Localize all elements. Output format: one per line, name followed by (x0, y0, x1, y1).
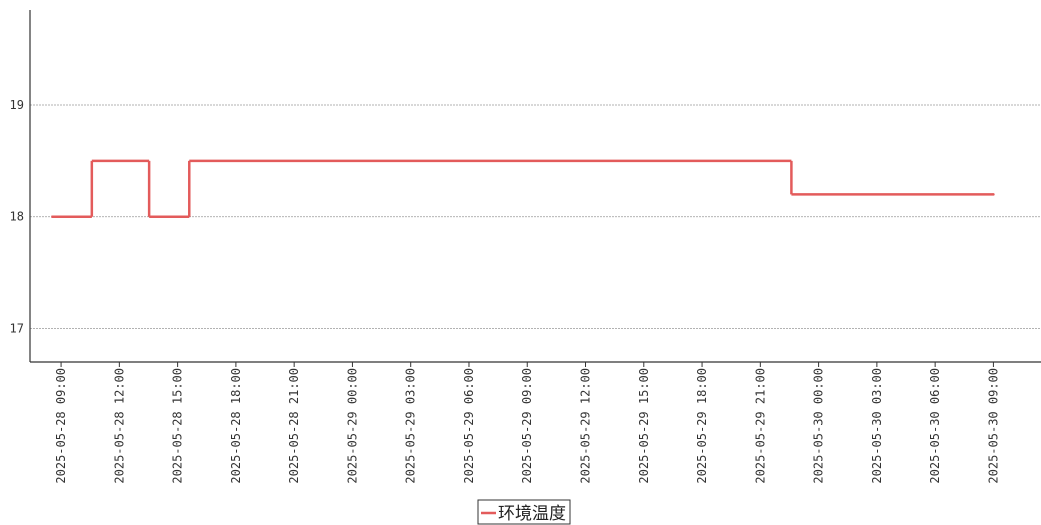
legend-label: 环境温度 (498, 504, 566, 524)
x-tick-label: 2025-05-29 18:00 (695, 368, 709, 484)
x-tick-label: 2025-05-30 00:00 (812, 368, 826, 484)
x-tick-label: 2025-05-29 21:00 (753, 368, 767, 484)
x-tick-label: 2025-05-29 06:00 (462, 368, 476, 484)
x-tick-label: 2025-05-30 06:00 (928, 368, 942, 484)
y-tick-label: 17 (10, 321, 24, 335)
x-tick-label: 2025-05-28 09:00 (54, 368, 68, 484)
legend: 环境温度 (477, 499, 571, 525)
y-tick-label: 18 (10, 210, 24, 224)
x-tick-label: 2025-05-28 21:00 (287, 368, 301, 484)
x-tick-label: 2025-05-28 18:00 (229, 368, 243, 484)
x-tick-label: 2025-05-29 12:00 (579, 368, 593, 484)
x-tick-label: 2025-05-30 03:00 (870, 368, 884, 484)
y-tick-label: 19 (10, 98, 24, 112)
x-tick-label: 2025-05-30 09:00 (986, 368, 1000, 484)
x-tick-label: 2025-05-29 00:00 (345, 368, 359, 484)
x-tick-label: 2025-05-28 12:00 (112, 368, 126, 484)
end-point (992, 193, 995, 196)
x-tick-label: 2025-05-29 09:00 (520, 368, 534, 484)
x-tick-label: 2025-05-29 15:00 (637, 368, 651, 484)
x-tick-label: 2025-05-28 15:00 (171, 368, 185, 484)
x-tick-label: 2025-05-29 03:00 (404, 368, 418, 484)
